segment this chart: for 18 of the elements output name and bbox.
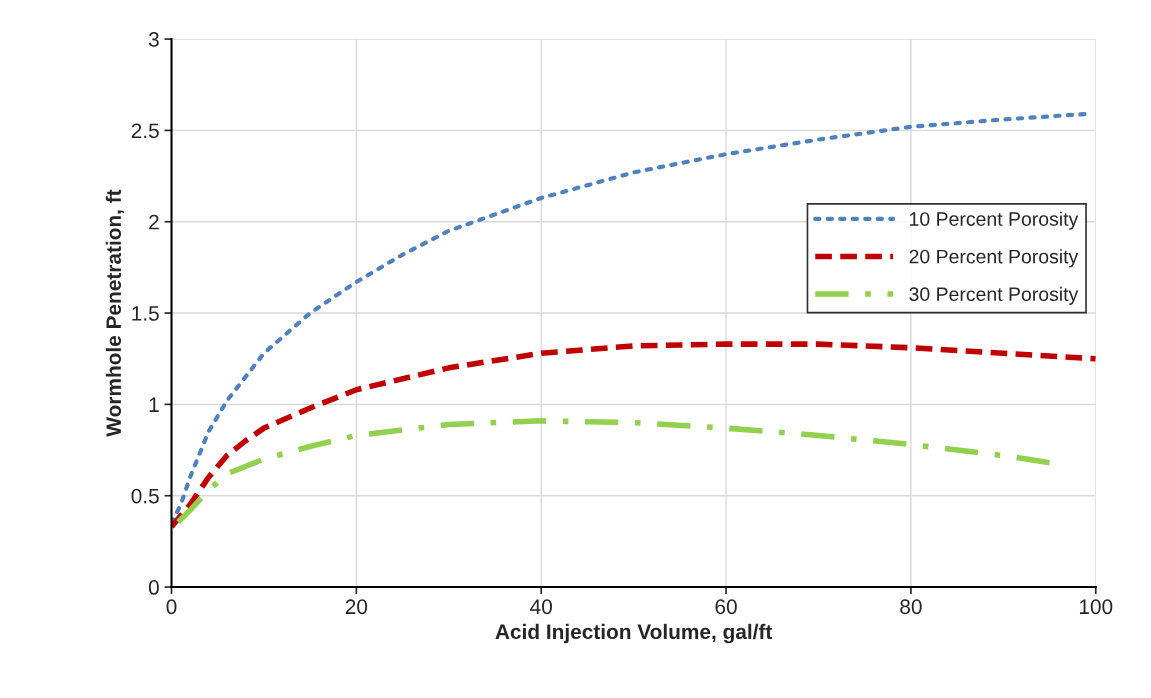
y-tick-label: 3 (148, 32, 159, 47)
x-tick-label: 40 (530, 599, 552, 615)
y-tick-label: 1 (149, 397, 159, 412)
legend-label: 10 Percent Porosity (910, 211, 1079, 230)
x-axis-title: Acid Injection Volume, gal/ft (495, 623, 773, 644)
legend-label: 30 Percent Porosity (909, 286, 1079, 305)
x-tick-label: 20 (345, 599, 368, 615)
y-tick-label: 2.5 (131, 123, 159, 139)
x-tick-label: 60 (715, 599, 737, 615)
legend-label: 20 Percent Porosity (909, 249, 1079, 268)
y-tick-label: 1.5 (132, 306, 159, 321)
x-tick-label: 0 (166, 599, 177, 615)
y-axis-title: Wormhole Penetration, ft (105, 189, 125, 437)
y-tick-label: 2 (149, 214, 159, 230)
y-tick-label: 0 (148, 580, 159, 595)
x-tick-label: 100 (1079, 599, 1113, 615)
x-tick-label: 80 (900, 599, 922, 615)
y-tick-label: 0.5 (131, 488, 159, 504)
